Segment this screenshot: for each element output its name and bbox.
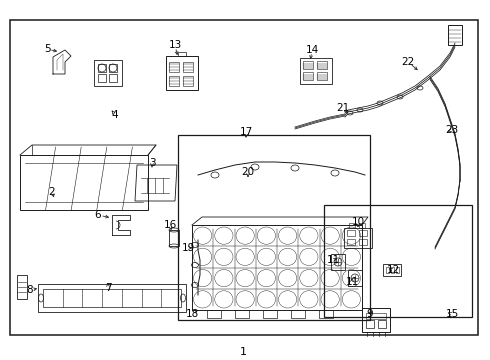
Bar [98, 74, 106, 82]
Text: 15: 15 [445, 309, 459, 319]
Bar [109, 64, 117, 72]
Text: 12: 12 [387, 265, 400, 275]
Text: 8: 8 [26, 285, 33, 295]
Bar [324, 205, 472, 317]
Bar [383, 264, 401, 276]
Text: 21: 21 [336, 103, 350, 113]
Bar [347, 230, 355, 236]
Bar [349, 223, 355, 228]
Text: 2: 2 [49, 187, 55, 197]
Bar [359, 230, 367, 236]
Bar [303, 61, 313, 69]
Bar [183, 76, 193, 86]
Text: 7: 7 [105, 283, 111, 293]
Bar [183, 62, 193, 72]
Bar [178, 135, 370, 320]
Text: 16: 16 [163, 220, 176, 230]
Bar [169, 230, 179, 246]
Bar [378, 320, 386, 328]
Text: 3: 3 [148, 158, 155, 168]
Bar [396, 267, 399, 273]
Bar [362, 308, 390, 332]
Bar [366, 320, 374, 328]
Bar [359, 223, 365, 228]
Text: 18: 18 [185, 309, 198, 319]
Bar [235, 310, 249, 318]
Bar [317, 61, 327, 69]
Bar [359, 239, 367, 245]
Bar [20, 155, 148, 210]
Bar [348, 270, 362, 286]
Text: 10: 10 [351, 217, 365, 227]
Bar [109, 74, 117, 82]
Text: 14: 14 [305, 45, 318, 55]
Text: 4: 4 [112, 110, 118, 120]
Text: 1: 1 [240, 347, 246, 357]
Bar [166, 56, 198, 90]
Text: 17: 17 [240, 127, 253, 137]
Bar [94, 60, 122, 86]
Bar [331, 254, 345, 270]
Bar [300, 58, 332, 84]
Bar [317, 72, 327, 80]
Bar [98, 64, 106, 72]
Bar [178, 52, 186, 56]
Bar [169, 62, 179, 72]
Text: 19: 19 [181, 243, 195, 253]
Bar [10, 20, 478, 335]
Bar [344, 228, 372, 248]
Bar [391, 267, 394, 273]
Bar [207, 310, 221, 318]
Bar [192, 225, 362, 310]
Bar [448, 25, 462, 45]
Bar [291, 310, 305, 318]
Text: 22: 22 [401, 57, 415, 67]
Bar [43, 289, 181, 307]
Bar [386, 267, 389, 273]
Bar [303, 72, 313, 80]
Text: 23: 23 [445, 125, 459, 135]
Bar [263, 310, 277, 318]
Bar [319, 310, 333, 318]
Bar [347, 239, 355, 245]
Text: 11: 11 [345, 277, 359, 287]
Bar [366, 313, 386, 319]
Text: 20: 20 [242, 167, 255, 177]
Text: 11: 11 [326, 255, 340, 265]
Text: 9: 9 [367, 309, 373, 319]
Bar [38, 284, 186, 312]
Bar [169, 76, 179, 86]
Text: 13: 13 [169, 40, 182, 50]
Text: 5: 5 [44, 44, 50, 54]
Text: 6: 6 [95, 210, 101, 220]
